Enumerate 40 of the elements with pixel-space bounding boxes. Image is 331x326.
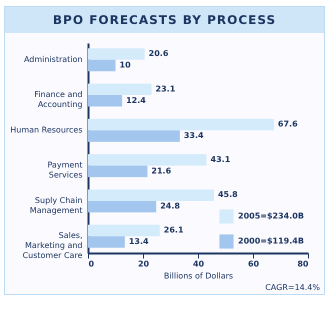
y-tick-label: Sales, Marketing and Customer Care xyxy=(22,231,83,260)
data-label: 13.4 xyxy=(128,236,150,246)
bar xyxy=(88,166,148,178)
bar xyxy=(88,60,116,72)
y-tick-label: Administration xyxy=(24,54,82,64)
data-label: 67.6 xyxy=(278,120,298,129)
data-label: 45.8 xyxy=(218,190,238,200)
y-tick-label: Suply Chain Management xyxy=(30,196,82,215)
data-label: 33.4 xyxy=(184,131,204,140)
data-label: 20.6 xyxy=(148,49,169,58)
bar xyxy=(88,48,145,60)
x-tick-label: 40 xyxy=(192,260,204,268)
bar xyxy=(88,200,156,212)
chart-title: BPO FORECASTS BY PROCESS xyxy=(5,7,324,33)
bar xyxy=(88,189,214,201)
x-tick-label: 60 xyxy=(248,260,260,268)
y-tick-label: Payment Services xyxy=(47,160,82,180)
x-axis-title: Billions of Dollars xyxy=(164,272,234,280)
bar xyxy=(88,224,160,236)
bar xyxy=(88,84,152,96)
x-tick-label: 80 xyxy=(297,260,309,268)
data-label: 21.6 xyxy=(151,166,172,176)
data-label: 23.1 xyxy=(156,84,176,94)
legend-label: 2000=$119.4B xyxy=(238,236,304,246)
data-label: 43.1 xyxy=(210,154,231,164)
legend-label: 2005=$234.0B xyxy=(238,212,304,220)
text: CAGR=14.4% xyxy=(265,283,320,292)
data-label: 10 xyxy=(120,60,132,70)
y-tick-label: Finance and Accounting xyxy=(34,90,82,110)
bar xyxy=(88,154,207,166)
x-tick-label: 20 xyxy=(138,260,150,268)
bar xyxy=(88,95,122,107)
x-tick-label: 0 xyxy=(88,260,94,268)
y-tick-label: Human Resources xyxy=(10,125,82,134)
data-label: 24.8 xyxy=(160,202,180,211)
bar xyxy=(88,118,274,130)
data-label: 26.1 xyxy=(164,226,184,234)
bar xyxy=(88,130,180,142)
data-label: 12.4 xyxy=(126,96,146,105)
bar xyxy=(88,236,125,248)
